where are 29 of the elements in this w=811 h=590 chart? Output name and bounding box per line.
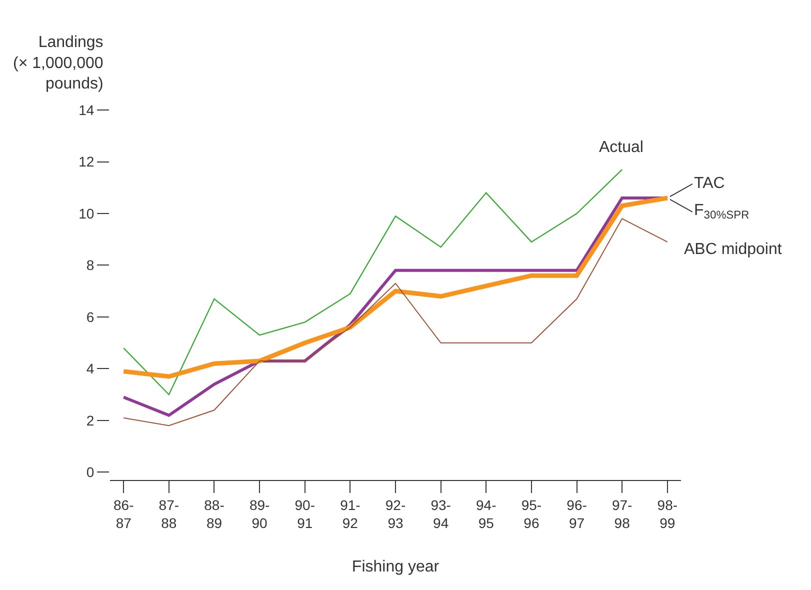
line-series [121, 196, 670, 379]
x-tick-label: 95- 96 [521, 496, 542, 531]
y-tick-label: 12 [78, 154, 94, 170]
x-tick-label: 94- 95 [476, 496, 497, 531]
x-tick-label: 93- 94 [430, 496, 452, 531]
y-tick-label: 4 [86, 360, 94, 377]
y-tick-label: 2 [86, 412, 94, 428]
line-series [123, 168, 623, 396]
y-axis-title: Landings (× 1,000,000 pounds) [13, 34, 104, 93]
x-tick-label: 90- 91 [294, 496, 316, 531]
series-label: F$_{30%SPR}$ [694, 202, 750, 222]
y-tick-label: 8 [86, 257, 94, 274]
x-tick-label: 96- 97 [566, 496, 588, 531]
y-tick-label: 0 [86, 464, 94, 480]
x-tick-label: 88- 89 [204, 496, 225, 531]
series-label: TAC [694, 175, 725, 192]
series-label: ABC midpoint [684, 241, 782, 258]
x-tick-label: 91- 92 [340, 496, 361, 531]
x-tick-label: 87- 88 [158, 496, 180, 531]
x-tick-label: 98- 99 [657, 496, 678, 531]
y-tick-label: 6 [86, 308, 94, 325]
y-tick-label: 14 [78, 102, 94, 118]
x-tick-label: 97- 98 [612, 496, 633, 531]
x-tick-label: 92- 93 [385, 496, 406, 531]
y-tick-label: 10 [78, 205, 94, 222]
x-tick-label: 86- 87 [113, 496, 134, 531]
series-label: Actual [599, 139, 644, 156]
x-axis-title: Fishing year [352, 558, 440, 576]
x-tick-label: 89- 90 [249, 496, 270, 531]
